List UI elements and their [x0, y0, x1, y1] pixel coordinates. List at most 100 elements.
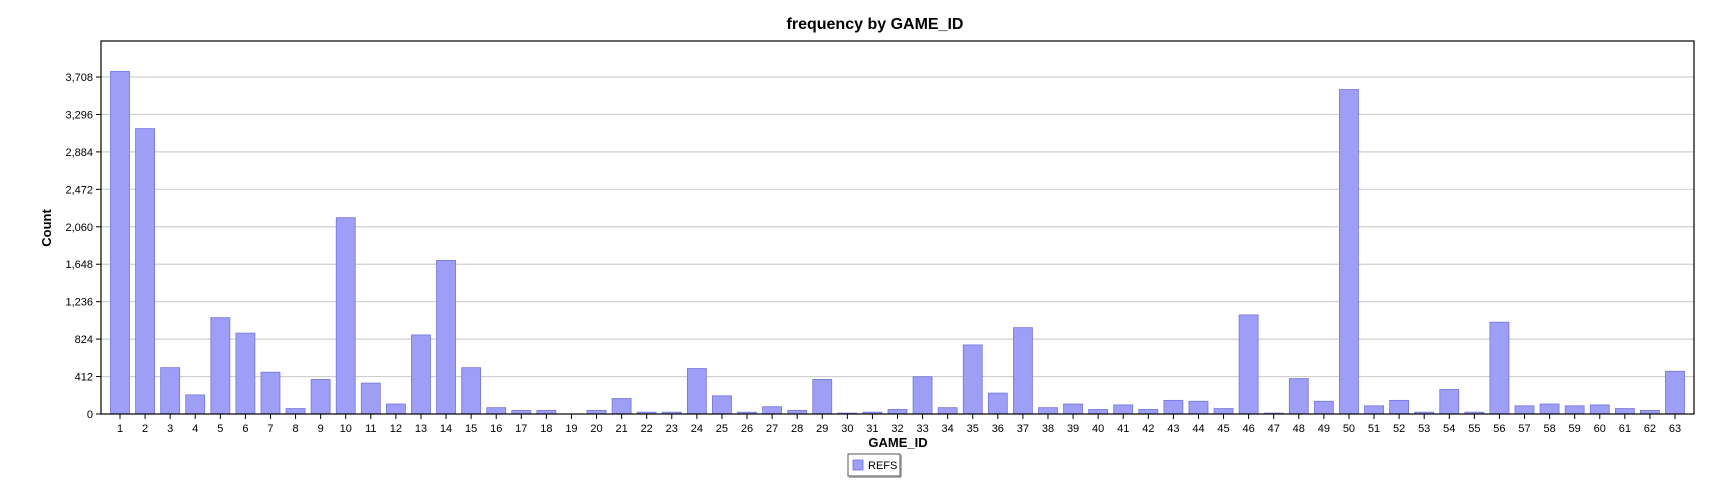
- x-tick-label: 36: [992, 423, 1004, 435]
- x-tick-label: 37: [1017, 423, 1029, 435]
- y-tick-label: 1,236: [65, 297, 93, 309]
- bar-40: [1088, 409, 1109, 415]
- x-tick-label: 58: [1543, 423, 1555, 435]
- legend-swatch-refs: [852, 459, 864, 471]
- x-tick-label: 56: [1493, 423, 1505, 435]
- bar-49: [1313, 400, 1334, 415]
- bar-56: [1489, 321, 1510, 415]
- bar-6: [235, 332, 256, 415]
- x-tick-label: 60: [1594, 423, 1606, 435]
- bar-35: [962, 344, 983, 415]
- y-axis-label: Count: [39, 209, 54, 247]
- bar-61: [1614, 408, 1635, 415]
- x-tick-label: 5: [217, 423, 223, 435]
- y-tick-label: 3,296: [65, 109, 93, 121]
- bar-63: [1665, 370, 1685, 415]
- x-tick-label: 55: [1468, 423, 1480, 435]
- y-tick-label: 2,060: [65, 222, 93, 234]
- bar-21: [611, 398, 632, 415]
- bar-16: [486, 407, 507, 415]
- x-tick-label: 61: [1619, 423, 1631, 435]
- x-tick-label: 11: [365, 423, 376, 435]
- x-tick-label: 51: [1368, 423, 1380, 435]
- bar-14: [436, 260, 456, 415]
- bar-44: [1188, 400, 1209, 415]
- bar-11: [360, 382, 381, 415]
- bar-3: [160, 367, 181, 415]
- x-tick-label: 38: [1042, 423, 1054, 435]
- x-tick-label: 44: [1192, 423, 1204, 435]
- bar-34: [937, 407, 958, 415]
- y-tick-label: 824: [75, 334, 93, 346]
- bar-48: [1288, 378, 1309, 415]
- x-tick-label: 8: [293, 423, 299, 435]
- bar-50: [1339, 89, 1359, 415]
- bar-54: [1439, 389, 1460, 415]
- bar-38: [1038, 407, 1058, 415]
- x-tick-label: 18: [540, 423, 552, 435]
- y-tick-label: 1,648: [65, 259, 93, 271]
- x-tick-label: 48: [1293, 423, 1305, 435]
- legend-box: [847, 453, 901, 477]
- bar-29: [812, 379, 833, 415]
- x-tick-label: 24: [691, 423, 703, 435]
- x-tick-label: 15: [465, 423, 477, 435]
- bar-7: [260, 371, 281, 415]
- bar-36: [987, 392, 1008, 415]
- x-tick-label: 35: [967, 423, 979, 435]
- x-tick-label: 20: [590, 423, 602, 435]
- x-tick-label: 13: [415, 423, 427, 435]
- x-tick-label: 26: [741, 423, 753, 435]
- x-tick-label: 21: [615, 423, 627, 435]
- x-tick-label: 27: [766, 423, 778, 435]
- bar-52: [1389, 399, 1410, 415]
- x-tick-label: 52: [1393, 423, 1405, 435]
- x-axis-label: GAME_ID: [868, 435, 927, 450]
- bar-39: [1063, 403, 1083, 415]
- x-tick-label: 30: [841, 423, 853, 435]
- x-tick-label: 22: [641, 423, 653, 435]
- x-tick-label: 34: [942, 423, 954, 435]
- y-tick-label: 412: [75, 372, 93, 384]
- bar-42: [1138, 409, 1159, 415]
- x-tick-label: 9: [318, 423, 324, 435]
- x-tick-label: 23: [666, 423, 678, 435]
- bar-8: [285, 408, 306, 415]
- bar-37: [1013, 327, 1033, 415]
- x-tick-label: 2: [142, 423, 148, 435]
- bar-33: [912, 376, 933, 415]
- x-tick-label: 32: [891, 423, 903, 435]
- x-tick-label: 10: [340, 423, 352, 435]
- x-tick-label: 19: [565, 423, 577, 435]
- x-tick-label: 3: [167, 423, 173, 435]
- y-tick-label: 0: [87, 409, 93, 421]
- x-tick-label: 43: [1167, 423, 1179, 435]
- bar-2: [135, 128, 155, 415]
- x-tick-label: 54: [1443, 423, 1455, 435]
- bar-1: [110, 70, 130, 415]
- bar-10: [335, 217, 356, 415]
- x-tick-label: 39: [1067, 423, 1079, 435]
- chart-title: frequency by GAME_ID: [787, 16, 964, 33]
- x-tick-label: 50: [1343, 423, 1355, 435]
- x-tick-label: 12: [390, 423, 402, 435]
- x-tick-label: 25: [716, 423, 728, 435]
- x-tick-label: 46: [1243, 423, 1255, 435]
- x-tick-label: 1: [117, 423, 123, 435]
- x-tick-label: 49: [1318, 423, 1330, 435]
- bar-5: [210, 317, 231, 415]
- y-tick-label: 2,472: [65, 184, 93, 196]
- bar-32: [887, 409, 908, 415]
- x-tick-label: 40: [1092, 423, 1104, 435]
- x-tick-label: 53: [1418, 423, 1430, 435]
- x-tick-label: 47: [1268, 423, 1280, 435]
- bar-12: [385, 403, 406, 415]
- bar-25: [712, 395, 732, 415]
- bar-59: [1564, 405, 1585, 415]
- x-tick-label: 4: [192, 423, 198, 435]
- y-tick-label: 3,708: [65, 72, 93, 84]
- x-axis-ticks: 1 2 3 4 5 6 7 8 9 10 11 12 13 14 15 16 17 18 19 20 21 22 23 24 2…: [117, 414, 1681, 435]
- x-tick-label: 42: [1142, 423, 1154, 435]
- bar-15: [461, 367, 482, 415]
